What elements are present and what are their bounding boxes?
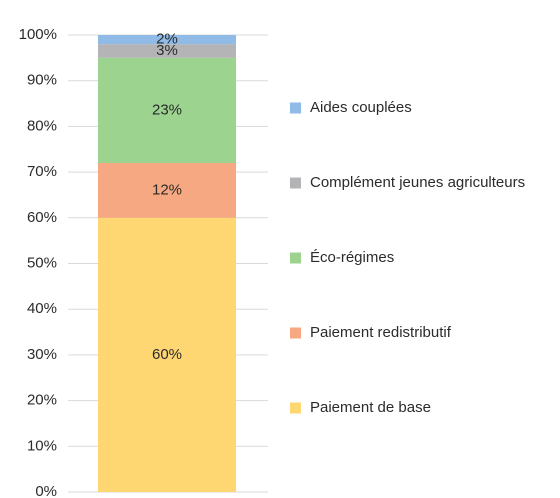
y-tick-label: 40% — [27, 300, 57, 317]
data-label: 2% — [156, 31, 178, 48]
legend-label: Paiement de base — [310, 399, 431, 416]
bar-segment — [98, 57, 236, 163]
legend-swatch — [290, 327, 301, 339]
bar-segment — [98, 35, 236, 45]
data-label: 12% — [152, 181, 182, 198]
legend-swatch — [290, 252, 301, 264]
legend-swatch — [290, 102, 301, 114]
legend-label: Aides couplées — [310, 99, 412, 116]
legend-label: Complément jeunes agriculteurs — [310, 174, 525, 191]
y-tick-label: 30% — [27, 346, 57, 363]
bar-segment — [98, 44, 236, 58]
legend-swatch — [290, 402, 301, 414]
y-tick-label: 10% — [27, 437, 57, 454]
y-tick-label: 90% — [27, 72, 57, 89]
bar-segment — [98, 162, 236, 218]
bar-segment — [98, 217, 236, 493]
y-tick-label: 20% — [27, 392, 57, 409]
y-tick-label: 80% — [27, 117, 57, 134]
data-label: 60% — [152, 346, 182, 363]
legend-label: Paiement redistributif — [310, 324, 452, 341]
y-tick-label: 50% — [27, 254, 57, 271]
y-tick-label: 0% — [35, 483, 57, 498]
data-label: 3% — [156, 42, 178, 59]
y-tick-label: 70% — [27, 163, 57, 180]
legend-swatch — [290, 177, 301, 189]
y-tick-label: 60% — [27, 209, 57, 226]
legend-label: Éco-régimes — [310, 249, 394, 266]
data-label: 23% — [152, 101, 182, 118]
y-tick-label: 100% — [19, 26, 57, 43]
